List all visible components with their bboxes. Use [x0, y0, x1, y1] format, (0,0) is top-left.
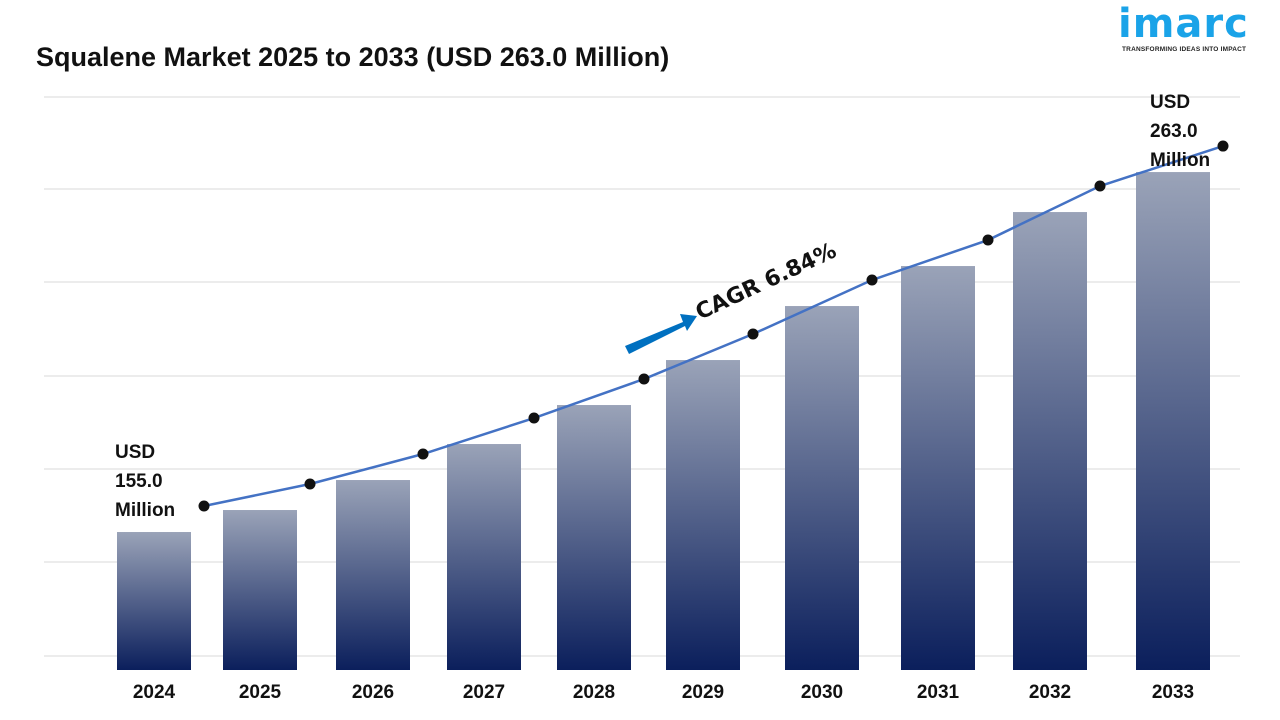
start-annotation-line: USD — [115, 442, 156, 463]
x-tick-label: 2031 — [917, 682, 960, 703]
bar-2032 — [1013, 212, 1087, 670]
x-tick-label: 2028 — [573, 682, 615, 703]
bar-2024 — [117, 532, 191, 670]
x-tick-label: 2030 — [801, 682, 843, 703]
x-tick-label: 2032 — [1029, 682, 1071, 703]
end-annotation-line: Million — [1150, 150, 1211, 171]
trend-marker — [304, 478, 316, 490]
trend-marker — [1217, 140, 1229, 152]
bar-2028 — [557, 405, 631, 670]
logo-tagline: TRANSFORMING IDEAS INTO IMPACT — [1122, 46, 1247, 53]
trend-marker — [1094, 180, 1106, 192]
bar-2030 — [785, 306, 859, 670]
bar-2026 — [336, 480, 410, 670]
cagr-arrow-icon — [625, 314, 697, 354]
imarc-logo: imarc TRANSFORMING IDEAS INTO IMPACT — [1118, 2, 1278, 58]
x-tick-label: 2033 — [1152, 682, 1194, 703]
bar-2029 — [666, 360, 740, 670]
bar-2027 — [447, 444, 521, 670]
bar-2025 — [223, 510, 297, 670]
bar-2031 — [901, 266, 975, 670]
trend-marker — [982, 234, 994, 246]
bar-2033 — [1136, 172, 1210, 670]
end-annotation-line: USD — [1150, 92, 1191, 113]
x-tick-label: 2024 — [133, 682, 176, 703]
chart-title: Squalene Market 2025 to 2033 (USD 263.0 … — [36, 42, 670, 72]
start-annotation-line: 155.0 — [115, 471, 163, 492]
x-tick-label: 2025 — [239, 682, 282, 703]
arrow-shape — [625, 314, 697, 354]
trend-marker — [866, 274, 878, 286]
trend-line — [203, 144, 1224, 508]
trend-marker — [638, 373, 650, 385]
end-value-annotation: USD 263.0 Million — [1150, 88, 1210, 175]
x-tick-label: 2027 — [463, 682, 505, 703]
x-tick-label: 2029 — [682, 682, 724, 703]
trend-marker — [417, 448, 429, 460]
trend-marker — [198, 500, 210, 512]
start-annotation-line: Million — [115, 500, 176, 521]
end-annotation-line: 263.0 — [1150, 121, 1198, 142]
trend-marker — [528, 412, 540, 424]
trend-marker — [747, 328, 759, 340]
logo-word: imarc — [1118, 1, 1249, 47]
start-value-annotation: USD 155.0 Million — [115, 438, 175, 525]
x-tick-label: 2026 — [352, 682, 394, 703]
